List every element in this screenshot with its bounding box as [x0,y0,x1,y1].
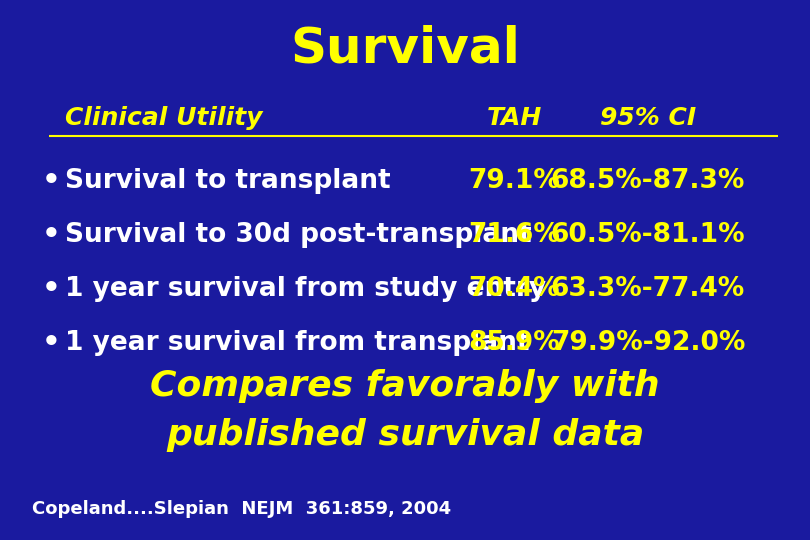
Text: Survival to transplant: Survival to transplant [65,168,390,194]
Text: Survival: Survival [290,25,520,72]
Text: 1 year survival from transplant: 1 year survival from transplant [65,330,529,356]
Text: •: • [42,275,61,303]
Text: •: • [42,221,61,249]
Text: 71.6%: 71.6% [468,222,561,248]
Text: •: • [42,329,61,357]
Text: 79.1%: 79.1% [468,168,561,194]
Text: 63.3%-77.4%: 63.3%-77.4% [551,276,745,302]
Text: published survival data: published survival data [166,418,644,451]
Text: 1 year survival from study entry: 1 year survival from study entry [65,276,546,302]
Text: 60.5%-81.1%: 60.5%-81.1% [551,222,745,248]
Text: Copeland....Slepian  NEJM  361:859, 2004: Copeland....Slepian NEJM 361:859, 2004 [32,501,451,518]
Text: 95% CI: 95% CI [600,106,696,130]
Text: 70.4%: 70.4% [468,276,561,302]
Text: •: • [42,167,61,195]
Text: TAH: TAH [487,106,542,130]
Text: Clinical Utility: Clinical Utility [65,106,262,130]
Text: 68.5%-87.3%: 68.5%-87.3% [551,168,745,194]
Text: Survival to 30d post-transplant: Survival to 30d post-transplant [65,222,531,248]
Text: 85.9%: 85.9% [468,330,561,356]
Text: 79.9%-92.0%: 79.9%-92.0% [551,330,745,356]
Text: Compares favorably with: Compares favorably with [150,369,660,403]
